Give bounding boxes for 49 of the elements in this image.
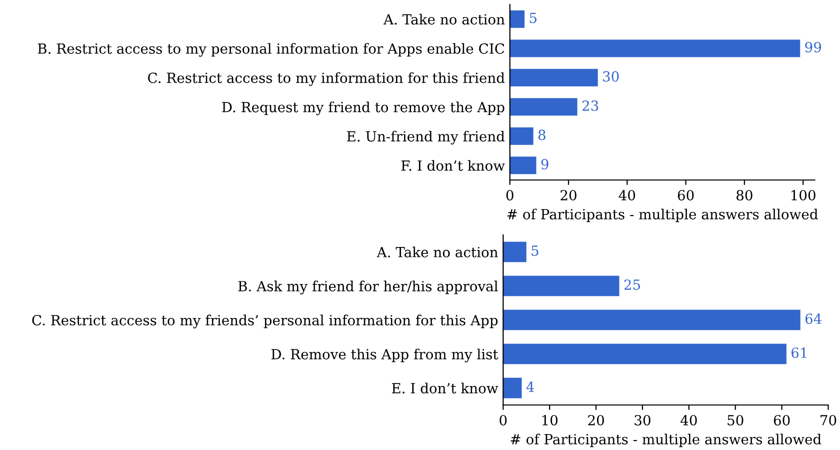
bar (510, 68, 598, 86)
x-tick-label: 30 (634, 414, 650, 426)
data-label: 4 (526, 382, 534, 392)
data-label: 64 (805, 313, 822, 324)
x-tick-label: 20 (588, 414, 604, 426)
x-axis-title: # of Participants - multiple answers allowed (507, 208, 818, 222)
x-tick-label: 40 (618, 190, 636, 200)
x-tick-label: 70 (820, 414, 836, 426)
x-tick-label: 10 (542, 414, 558, 426)
y-tick-label: C. Restrict access to my information for this friend (148, 72, 505, 86)
bar (503, 276, 620, 296)
x-tick-label: 0 (500, 414, 507, 426)
x-tick-label: 20 (560, 190, 576, 200)
x-tick-label: 40 (680, 414, 697, 426)
data-label: 30 (603, 71, 619, 82)
bar (503, 310, 800, 330)
bar (510, 156, 536, 174)
y-tick-label: A. Take no action (383, 14, 505, 25)
x-tick-label: 50 (728, 414, 744, 426)
x-tick-label: 60 (678, 190, 694, 200)
bar (510, 40, 800, 58)
y-tick-label: C. Restrict access to my friends’ personal information for this App (32, 314, 498, 328)
y-tick-label: B. Ask my friend for her/his approval (238, 280, 498, 294)
data-label: 99 (805, 42, 822, 52)
data-label: 5 (530, 12, 536, 24)
bar (503, 242, 526, 262)
data-label: 9 (541, 158, 548, 170)
y-tick-label: F. I don’t know (401, 160, 505, 171)
y-tick-label: A. Take no action (376, 246, 498, 258)
data-label: 23 (582, 100, 598, 111)
data-label: 25 (624, 279, 640, 290)
y-tick-label: B. Restrict access to my personal information for Apps enable CIC (38, 43, 504, 57)
bar (510, 98, 578, 116)
data-label: 5 (532, 246, 538, 256)
bar (503, 378, 522, 398)
bar (510, 10, 525, 28)
y-tick-label: E. I don’t know (392, 382, 498, 394)
bar (503, 344, 786, 364)
y-tick-label: E. Un-friend my friend (347, 130, 505, 144)
y-tick-label: D. Remove this App from my list (271, 348, 498, 362)
x-tick-label: 80 (736, 190, 752, 200)
x-tick-label: 60 (774, 414, 790, 426)
x-tick-label: 100 (792, 190, 816, 200)
x-axis-title: # of Participants - multiple answers allowed (510, 434, 822, 448)
bar (510, 127, 534, 145)
data-label: 61 (792, 347, 806, 358)
x-tick-label: 0 (506, 190, 514, 200)
data-label: 8 (538, 130, 546, 140)
y-tick-label: D. Request my friend to remove the App (222, 102, 504, 116)
